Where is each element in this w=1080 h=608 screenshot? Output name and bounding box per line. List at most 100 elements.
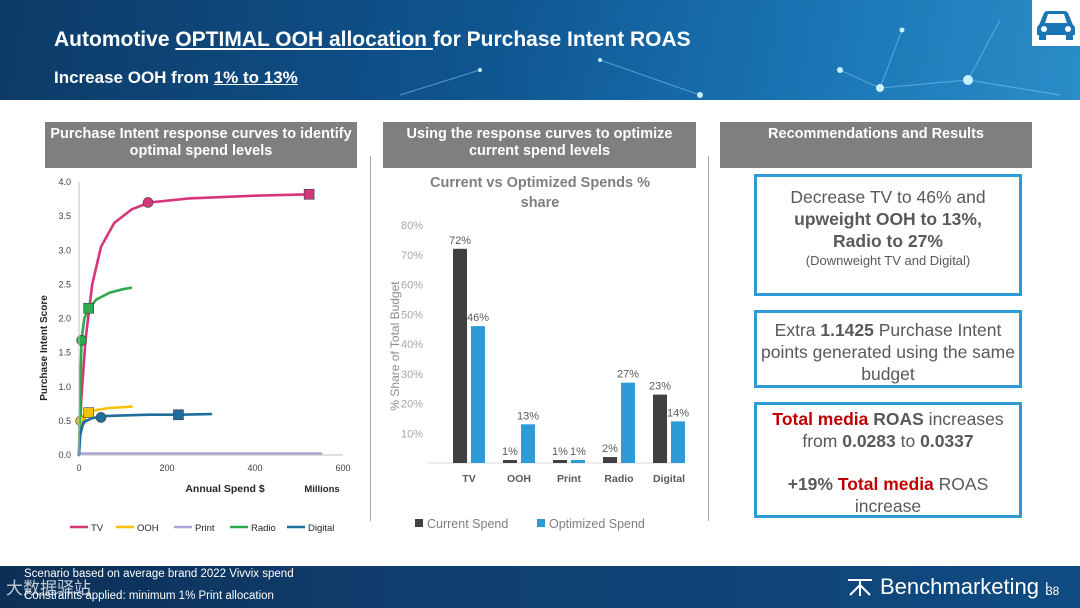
bar-digital-current [653,394,667,463]
bar-legend-optimized-spend: Optimized Spend [537,517,645,531]
section-header-optimize: Using the response curves to optimize cu… [383,122,696,168]
svg-text:Current Spend: Current Spend [427,517,508,531]
rec-note: (Downweight TV and Digital) [805,253,971,268]
line-chart-x-tick: 400 [247,463,262,473]
line-chart-y-tick: 2.5 [58,279,71,289]
rec-line-decrease-tv: Decrease TV to 46% and [790,187,986,207]
car-icon-box [1032,0,1080,46]
marker-optimal-radio [83,302,94,314]
line-chart-y-tick: 3.0 [58,245,71,255]
rec-roas-increase: +19% Total media ROAS increase [787,474,989,516]
bar-data-label: 13% [517,410,539,422]
line-chart-y-tick: 0.5 [58,416,71,426]
line-chart-x-tick: 600 [335,463,350,473]
recommendation-box-allocation: Decrease TV to 46% and upweight OOH to 1… [754,174,1022,296]
bar-chart-title-line2: share [521,195,560,211]
bar-data-label: 1% [502,446,518,458]
marker-current-tv [142,197,154,208]
line-chart-y-tick: 4.0 [58,177,71,187]
divider-right [708,156,709,521]
bar-data-label: 46% [467,312,489,324]
footer-note-scenario: Scenario based on average brand 2022 Viv… [24,568,294,580]
section-header-response-curves: Purchase Intent response curves to ident… [45,122,357,168]
bar-data-label: 27% [617,369,639,381]
bar-chart-y-tick: 60% [401,280,423,292]
line-legend-print: Print [174,523,215,534]
line-legend-radio: Radio [230,523,276,534]
bar-chart-y-tick: 70% [401,250,423,262]
svg-text:Optimized Spend: Optimized Spend [549,517,645,531]
rec-line-radio: Radio to 27% [833,231,943,251]
bar-chart-y-label: % Share of Total Budget [388,281,402,411]
network-decoration [399,19,1061,98]
svg-text:Digital: Digital [308,523,334,534]
bar-data-label: 2% [602,443,618,455]
line-chart-y-tick: 1.5 [58,348,71,358]
response-curve-chart: 0.0 0.5 1.0 1.5 2.0 2.5 3.0 3.5 4.0 0 200 400 600 Pu… [39,177,351,534]
bar-print-optimized [571,460,585,463]
marker-optimal-tv [303,188,315,200]
bar-data-label: 1% [570,446,586,458]
bar-ooh-current [503,460,517,463]
line-chart-y-label: Purchase Intent Score [39,295,50,401]
line-chart-x-tick: 200 [159,463,174,473]
watermark: 大数据驿站 [6,579,91,598]
divider-left [370,156,371,521]
bar-radio-optimized [621,382,635,463]
spend-share-bar-chart: Current vs Optimized Spends % share 10% 2… [388,175,689,531]
bar-chart-y-tick: 50% [401,309,423,321]
svg-text:TV: TV [91,523,104,534]
svg-text:OOH: OOH [137,523,159,534]
bar-chart-category-label: Radio [604,473,633,485]
svg-text:Radio: Radio [251,523,276,534]
bar-chart-y-tick: 30% [401,369,423,381]
line-legend-ooh: OOH [116,523,159,534]
bar-chart-category-label: Digital [653,473,685,485]
rec-line-upweight-ooh: upweight OOH to 13%, [794,209,982,229]
page-title: Automotive OPTIMAL OOH allocation for Pu… [54,28,691,51]
bar-chart-category-label: OOH [507,473,531,485]
bar-data-label: 23% [649,381,671,393]
section-header-recommendations: Recommendations and Results [720,122,1032,168]
bar-print-current [553,460,567,463]
curve-tv [77,193,312,457]
footer-bar [0,566,1080,608]
bar-data-label: 72% [449,235,471,247]
page-subtitle: Increase OOH from 1% to 13% [54,68,298,87]
marker-current-radio [76,335,87,346]
header-banner: Automotive OPTIMAL OOH allocation for Pu… [0,0,1080,100]
bar-digital-optimized [671,421,685,463]
line-chart-y-tick: 2.0 [58,314,71,324]
rec-roas-text: Total media ROAS increases from 0.0283 t… [772,409,1004,451]
bar-tv-current [453,248,467,463]
marker-optimal-ooh [83,407,94,418]
line-chart-x-label: Annual Spend $ [185,483,265,495]
line-legend-digital: Digital [287,523,334,534]
bar-chart-y-tick: 10% [401,428,423,440]
line-chart-x-unit: Millions [304,484,339,495]
bar-chart-y-tick: 80% [401,220,423,232]
line-legend-tv: TV [70,523,104,534]
benchmarketing-logo-icon [848,579,872,596]
bar-chart-y-tick: 40% [401,339,423,351]
bar-chart-category-label: TV [462,473,475,485]
line-chart-y-tick: 0.0 [58,450,71,460]
recommendation-box-extra-points: Extra 1.1425 Purchase Intent points gene… [754,310,1022,388]
brand-logo: Benchmarketing | [846,574,1049,600]
rec-extra-points-text: Extra 1.1425 Purchase Intent points gene… [761,320,1015,384]
marker-optimal-digital [173,409,184,421]
page-number: 38 [1046,584,1060,598]
car-icon [1037,11,1075,40]
footer-note-constraints: Constraints applied: minimum 1% Print al… [24,590,274,602]
bar-tv-optimized [471,326,485,463]
line-chart-x-tick: 0 [76,463,81,473]
bar-legend-current-spend: Current Spend [415,517,508,531]
line-chart-y-tick: 3.5 [58,211,71,221]
bar-ooh-optimized [521,424,535,463]
bar-data-label: 14% [667,407,689,419]
marker-current-digital [95,412,107,423]
bar-data-label: 1% [552,446,568,458]
bar-chart-y-tick: 20% [401,399,423,411]
bar-chart-category-label: Print [557,473,581,485]
line-chart-y-tick: 1.0 [58,382,71,392]
